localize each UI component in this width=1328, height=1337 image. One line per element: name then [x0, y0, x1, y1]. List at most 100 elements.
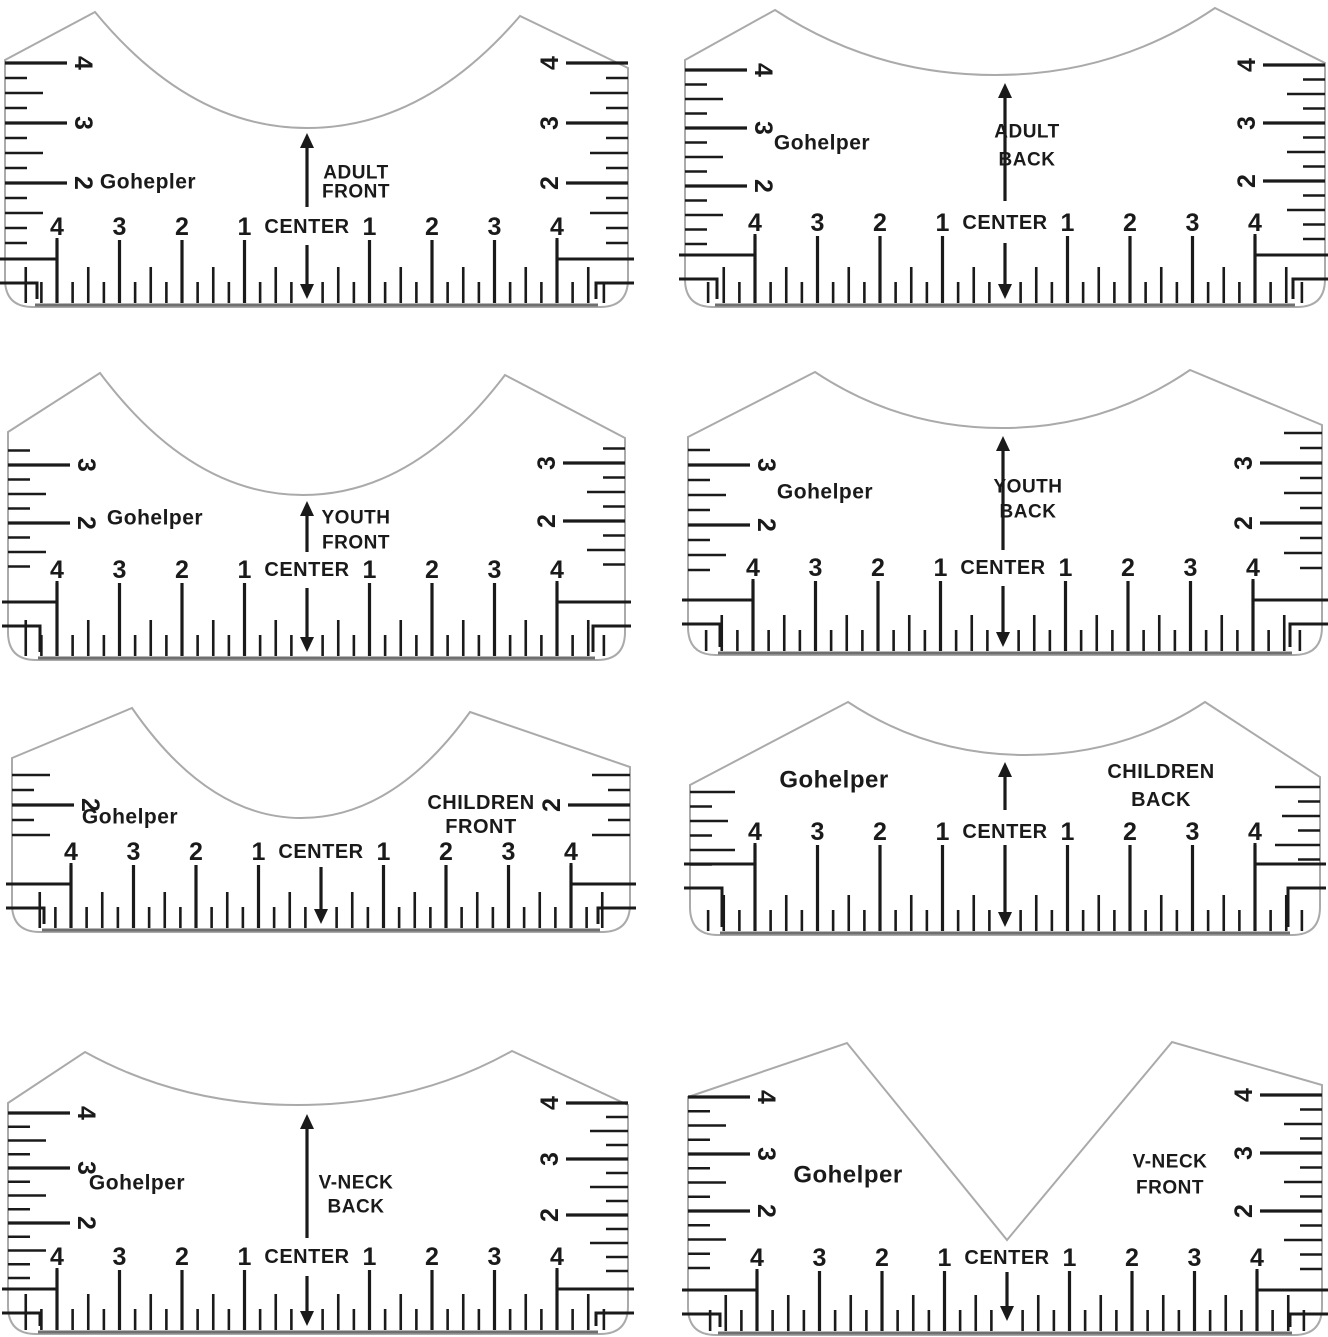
ruler-v-neck-front: 4 3 2 1 1 2 3 4 CENTER 4 3 2 4 3 2 Gohelper V-NECK FRONT — [682, 1040, 1328, 1336]
center-label: CENTER — [264, 216, 349, 238]
size-label-line1: YOUTH — [994, 477, 1063, 498]
bottom-scale-number: 3 — [1184, 554, 1198, 582]
side-scale-number: 2 — [69, 176, 97, 190]
right-edge-scale: 4 3 2 — [536, 1096, 628, 1273]
side-scale-number: 2 — [752, 518, 780, 532]
ruler-outline — [689, 700, 1321, 936]
center-arrow-down — [998, 845, 1012, 927]
right-edge-scale: 4 3 2 — [1230, 1088, 1322, 1271]
bottom-scale: 4 3 2 1 1 2 3 4 CENTER — [684, 818, 1326, 931]
center-label: CENTER — [962, 821, 1047, 843]
corner-bracket-right — [555, 238, 634, 299]
bottom-scale-number: 1 — [238, 1243, 252, 1271]
bottom-scale-number: 3 — [1188, 1244, 1202, 1272]
bottom-scale-number: 2 — [871, 554, 885, 582]
side-scale-number: 2 — [72, 1216, 100, 1230]
right-edge-scale: 2 — [538, 773, 630, 837]
corner-bracket-right — [1253, 234, 1328, 299]
side-scale-number: 3 — [536, 116, 564, 130]
size-label-line2: BACK — [1131, 789, 1191, 811]
brand-text: Gohepler — [100, 171, 196, 194]
side-scale-number: 2 — [1230, 1204, 1258, 1218]
left-edge-scale: 4 3 2 — [8, 1106, 100, 1280]
center-arrow-up — [996, 436, 1010, 550]
bottom-scale-number: 3 — [113, 1243, 127, 1271]
size-label-line1: ADULT — [994, 122, 1059, 143]
side-scale-number: 4 — [1233, 58, 1261, 72]
bottom-scale: 4 3 2 1 1 2 3 4 CENTER — [682, 1244, 1328, 1331]
size-label-line2: BACK — [999, 150, 1056, 171]
bottom-scale-number: 1 — [934, 554, 948, 582]
brand-text: Gohelper — [793, 1162, 902, 1189]
bottom-scale-number: 3 — [488, 1243, 502, 1271]
bottom-scale-number: 4 — [1248, 818, 1262, 846]
side-scale-number: 4 — [536, 1096, 564, 1110]
ruler-outline — [7, 371, 626, 661]
bottom-scale-number: 4 — [1250, 1244, 1264, 1272]
bottom-scale-number: 4 — [550, 556, 564, 584]
bottom-scale-number: 4 — [750, 1244, 764, 1272]
size-label-line1: V-NECK — [319, 1173, 394, 1194]
left-edge-scale: 32 — [8, 449, 100, 568]
bottom-scale-number: 2 — [1123, 209, 1137, 237]
brand-text: Gohelper — [777, 481, 873, 504]
bottom-scale-number: 1 — [238, 556, 252, 584]
side-scale-number: 4 — [1230, 1088, 1258, 1102]
center-arrow-up — [300, 133, 314, 207]
bottom-scale-number: 2 — [875, 1244, 889, 1272]
size-label-line1: V-NECK — [1133, 1152, 1208, 1173]
center-arrow-down — [300, 588, 314, 652]
side-scale-number: 3 — [69, 116, 97, 130]
corner-bracket-right — [1255, 1269, 1328, 1327]
side-scale-number: 2 — [749, 179, 777, 193]
center-label: CENTER — [278, 841, 363, 863]
bottom-scale-number: 1 — [1059, 554, 1073, 582]
center-label: CENTER — [964, 1247, 1049, 1269]
bottom-scale-number: 1 — [252, 838, 266, 866]
side-scale-number: 2 — [752, 1204, 780, 1218]
bottom-scale-number: 1 — [363, 556, 377, 584]
side-scale-number: 3 — [1230, 456, 1258, 470]
bottom-scale-number: 2 — [873, 818, 887, 846]
bottom-scale: 4 3 2 1 1 2 3 4 CENTER — [0, 213, 634, 303]
bottom-scale-number: 3 — [502, 838, 516, 866]
center-label: CENTER — [962, 212, 1047, 234]
ruler-outline — [4, 10, 629, 308]
right-edge-scale: 4 3 2 — [536, 56, 628, 245]
bottom-scale-number: 1 — [936, 818, 950, 846]
center-arrow-up — [998, 83, 1012, 201]
bottom-scale-number: 1 — [1061, 209, 1075, 237]
center-label: CENTER — [960, 557, 1045, 579]
bottom-scale-number: 2 — [425, 213, 439, 241]
left-edge-scale — [690, 790, 735, 866]
center-arrow-down — [300, 245, 314, 299]
bottom-scale-number: 4 — [1248, 209, 1262, 237]
center-arrow-down — [300, 1276, 314, 1326]
ruler-outline — [7, 1049, 629, 1335]
right-edge-scale: 32 — [533, 447, 625, 566]
brand-text: Gohelper — [89, 1172, 185, 1195]
center-arrow-up — [998, 762, 1012, 810]
bottom-scale-number: 1 — [238, 213, 252, 241]
corner-bracket-left — [2, 1268, 59, 1326]
brand-text: Gohelper — [82, 806, 178, 829]
right-edge-scale: 4 3 2 — [1233, 58, 1325, 241]
bottom-scale-number: 3 — [488, 213, 502, 241]
side-scale-number: 2 — [1230, 516, 1258, 530]
ruler-outline — [687, 368, 1323, 656]
bottom-scale-number: 4 — [564, 838, 578, 866]
corner-bracket-left — [682, 1269, 759, 1327]
bottom-scale-number: 3 — [1186, 818, 1200, 846]
side-scale-number: 3 — [533, 456, 561, 470]
size-label-line2: FRONT — [1136, 1178, 1204, 1199]
bottom-scale-number: 3 — [809, 554, 823, 582]
bottom-scale: 4 3 2 1 1 2 3 4 CENTER — [682, 554, 1328, 651]
left-edge-scale: 4 3 2 — [685, 63, 777, 246]
corner-bracket-right — [1251, 579, 1328, 647]
ruler-outline — [11, 706, 631, 933]
